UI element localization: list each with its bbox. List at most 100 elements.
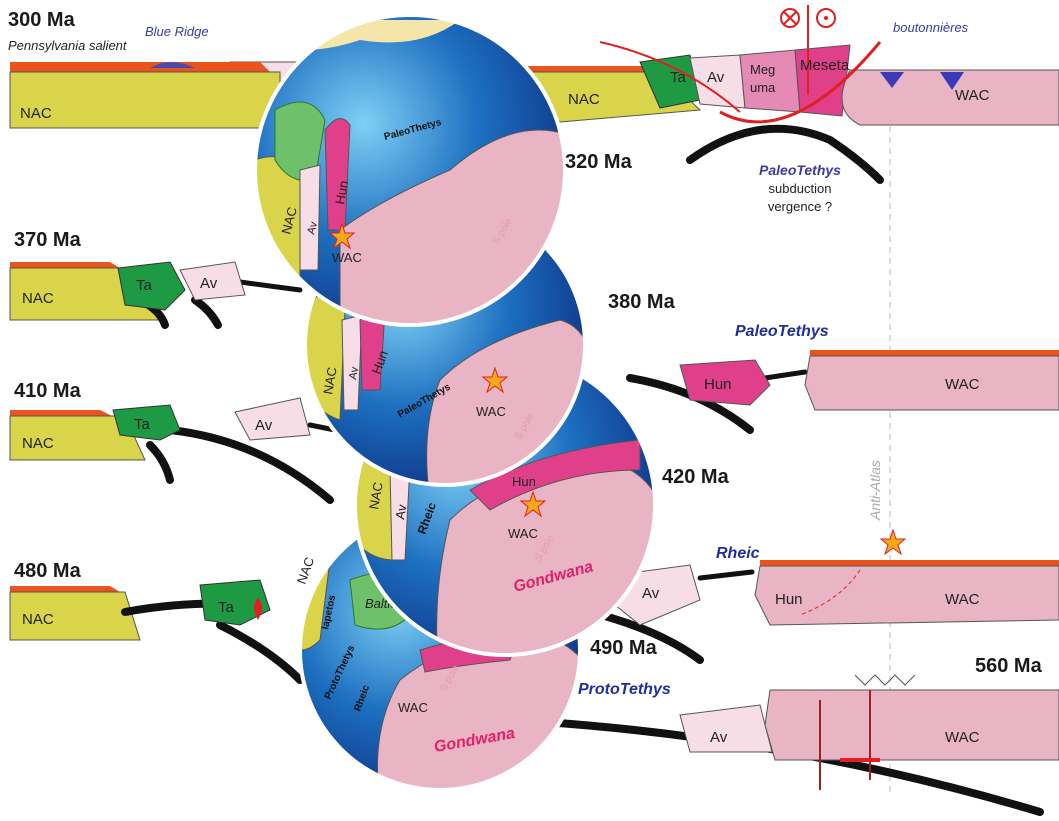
shape: [10, 262, 120, 268]
shape: [179, 261, 246, 301]
age-label: 410 Ma: [14, 380, 82, 402]
block-label: NAC: [22, 290, 54, 307]
shape: [166, 426, 334, 504]
block-label: Ta: [134, 416, 151, 433]
globe-label: Av: [347, 365, 361, 380]
caption: subduction: [769, 181, 832, 196]
ocean-label: PaleoTethys: [735, 323, 829, 340]
shape: [469, 439, 641, 511]
shape: [679, 359, 771, 406]
globe-label: Av: [392, 503, 409, 521]
shape: [719, 41, 882, 124]
shape: [686, 124, 884, 184]
block-label: Av: [710, 729, 728, 746]
block-label: uma: [750, 80, 776, 95]
age-label: 300 Ma: [8, 9, 76, 31]
globe-label: Av: [305, 220, 320, 236]
star: [879, 528, 907, 556]
note: Pennsylvania salient: [8, 38, 128, 53]
shape: [10, 62, 270, 72]
ocean-label: ProtoTethys: [578, 681, 671, 698]
star: [519, 490, 547, 518]
globe-label: Hun: [512, 474, 536, 489]
globe-label: Hun: [332, 179, 351, 205]
block-label: Av: [707, 69, 725, 86]
ocean-label: PaleoTethys: [759, 162, 841, 178]
block-label: Av: [642, 585, 660, 602]
globe-label: WAC: [508, 526, 538, 541]
block-label: WAC: [945, 729, 980, 746]
shape: [274, 101, 326, 182]
shape: [9, 415, 146, 461]
block-label: Hun: [775, 591, 803, 608]
star: [481, 366, 509, 394]
globe-label: NAC: [294, 555, 317, 586]
caption: vergence ?: [768, 199, 832, 214]
shape: [254, 598, 262, 620]
globe-rim: [253, 13, 567, 327]
block-label: Ta: [670, 69, 687, 86]
shape: [199, 579, 271, 626]
globe-label: NAC: [320, 366, 340, 396]
shape: [191, 296, 222, 329]
block-label: NAC: [22, 435, 54, 452]
note: Anti-Atlas: [867, 460, 883, 521]
shape: [697, 569, 755, 581]
ocean-label: Rheic: [716, 545, 760, 562]
block-label: NAC: [568, 91, 600, 108]
shape: [324, 118, 351, 231]
shape: [816, 8, 836, 28]
block-label: Meg: [750, 62, 775, 77]
section-300: [9, 5, 1059, 184]
block-label: Av: [200, 275, 218, 292]
shape: [237, 279, 303, 293]
globe-label: NAC: [366, 481, 386, 511]
shape: [150, 62, 195, 68]
shape: [880, 72, 964, 90]
block-label: NAC: [20, 105, 52, 122]
shape: [810, 350, 1059, 356]
right-shapes: [541, 350, 1059, 816]
age-label: 380 Ma: [608, 291, 676, 313]
shape: [819, 690, 871, 790]
shape: [799, 569, 861, 616]
shape: [305, 296, 346, 421]
block-label: WAC: [945, 591, 980, 608]
age-label: 320 Ma: [565, 151, 633, 173]
shape: [841, 69, 1059, 126]
block-label: Meseta: [800, 57, 850, 74]
shape: [10, 586, 120, 592]
globe-label: WAC: [332, 250, 362, 265]
shape: [599, 41, 741, 113]
shape: [754, 565, 1059, 626]
shape: [854, 674, 916, 686]
shape: [299, 164, 321, 271]
age-label: 560 Ma: [975, 655, 1043, 677]
shape: [679, 704, 773, 753]
shape: [112, 404, 181, 441]
shape: [824, 16, 828, 20]
left-shapes: [9, 261, 348, 684]
shape: [764, 689, 1059, 761]
note: boutonnières: [893, 20, 969, 35]
globe: [255, 15, 565, 325]
shape: [804, 355, 1059, 411]
shape: [255, 156, 301, 325]
shape: [10, 410, 112, 416]
shape: [234, 397, 311, 441]
star: [328, 222, 356, 250]
block-label: Ta: [136, 277, 153, 294]
note: Blue Ridge: [145, 24, 209, 39]
shape: [341, 314, 363, 411]
shape: [146, 441, 174, 484]
block-label: WAC: [955, 87, 990, 104]
age-label: 370 Ma: [14, 229, 82, 251]
shape: [216, 621, 304, 684]
globe-label: WAC: [476, 404, 506, 419]
globe-label: NAC: [278, 205, 300, 235]
age-label: 490 Ma: [590, 637, 658, 659]
block-label: Hun: [704, 376, 732, 393]
shape: [760, 560, 1059, 566]
block-label: Av: [255, 417, 273, 434]
